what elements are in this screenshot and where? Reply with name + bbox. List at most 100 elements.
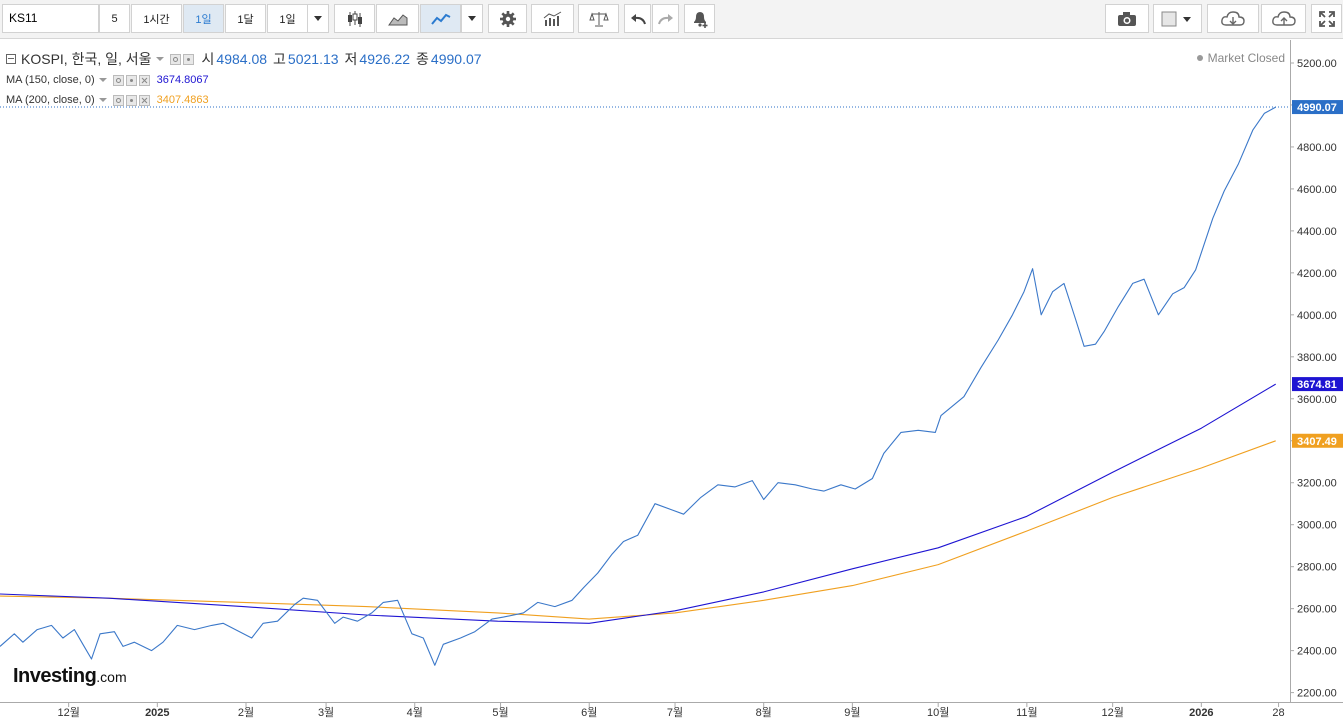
y-tick-label: 3600.00 [1297,394,1337,406]
layout-button[interactable] [1153,4,1202,33]
low-value: 4926.22 [359,51,411,67]
visibility-icon[interactable] [169,53,181,65]
ma150-legend: MA (150, close, 0) 3674.8067 [6,72,209,88]
settings-icon[interactable] [125,74,137,86]
candlestick-button[interactable] [334,4,375,33]
ma200-value: 3407.4863 [156,94,209,106]
range-1d-button[interactable]: 1일 [267,4,308,33]
high-value: 5021.13 [287,51,339,67]
close-icon[interactable] [138,74,150,86]
line-chart-button[interactable] [420,4,461,33]
y-tick-label: 2600.00 [1297,604,1337,616]
instrument-name: KOSPI, 한국, 일, 서울 [21,51,152,67]
redo-button[interactable] [652,4,679,33]
cloud-download-icon [1221,10,1245,26]
x-tick-label: 9월 [844,706,860,719]
interval-1mo-button[interactable]: 1달 [225,4,266,33]
x-tick-label: 2025 [145,707,169,719]
candlestick-icon [347,10,362,27]
symbol-input[interactable]: KS11 [2,4,99,33]
chart-type-dropdown-button[interactable] [461,4,483,33]
fullscreen-icon [1318,10,1335,27]
settings-icon[interactable] [182,53,194,65]
price-series-line [0,106,1276,666]
camera-icon [1118,11,1136,26]
ma150-series-line [0,383,1276,624]
scale-icon [588,11,609,26]
indicators-button[interactable] [531,4,574,33]
x-tick-label: 11월 [1016,706,1038,719]
ma200-series-line [0,440,1276,620]
close-price-badge-label: 4990.07 [1297,102,1337,114]
main-legend: KOSPI, 한국, 일, 서울 시 4984.08 고 5021.13 저 4… [6,49,482,69]
visibility-icon[interactable] [112,74,124,86]
price-chart[interactable]: 5200.005000.004800.004600.004400.004200.… [0,40,1343,720]
undo-icon [630,13,646,24]
y-tick-label: 4200.00 [1297,268,1337,280]
close-label: 종 [416,51,429,67]
undo-button[interactable] [624,4,651,33]
bell-plus-icon [693,11,707,28]
settings-icon[interactable] [125,94,137,106]
market-status-text: Market Closed [1207,51,1285,65]
chevron-down-icon [314,16,322,21]
x-tick-label: 28 [1272,707,1284,719]
chevron-down-icon[interactable] [155,57,164,61]
x-tick-label: 12월 [57,706,79,719]
market-status: Market Closed [1196,51,1285,65]
ma150-value: 3674.8067 [156,74,209,86]
x-tick-label: 2026 [1189,707,1213,719]
x-tick-label: 4월 [407,706,423,719]
redo-icon [657,13,673,24]
x-tick-label: 2월 [238,706,254,719]
chevron-down-icon[interactable] [98,98,107,102]
layout-square-icon [1161,11,1191,26]
save-layout-button[interactable] [1261,4,1306,33]
high-label: 고 [273,51,286,67]
y-tick-label: 3200.00 [1297,478,1337,490]
open-label: 시 [201,51,215,67]
interval-dropdown-button[interactable] [307,4,329,33]
interval-5-button[interactable]: 5 [99,4,130,33]
x-tick-label: 8월 [756,706,772,719]
area-chart-icon [387,13,407,25]
low-label: 저 [344,51,358,67]
y-tick-label: 4600.00 [1297,184,1337,196]
close-price-badge [1292,100,1343,115]
indicators-icon [543,11,561,26]
close-value: 4990.07 [430,51,482,67]
ma200-legend: MA (200, close, 0) 3407.4863 [6,92,209,108]
fullscreen-button[interactable] [1311,4,1342,33]
chevron-down-icon[interactable] [98,78,107,82]
interval-1h-button[interactable]: 1시간 [131,4,182,33]
x-tick-label: 10월 [927,706,949,719]
y-tick-label: 3800.00 [1297,352,1337,364]
chart-toolbar: KS11 5 1시간 1일 1달 1일 [0,0,1343,39]
alert-button[interactable] [684,4,715,33]
ma200-badge-label: 3407.49 [1297,436,1337,448]
settings-button[interactable] [488,4,527,33]
ma150-badge [1292,377,1343,392]
x-tick-label: 6월 [581,706,597,719]
open-value: 4984.08 [216,51,268,67]
ma200-badge [1292,433,1343,448]
y-tick-label: 2400.00 [1297,646,1337,658]
load-layout-button[interactable] [1207,4,1259,33]
screenshot-button[interactable] [1105,4,1149,33]
compare-button[interactable] [578,4,619,33]
y-tick-label: 5200.00 [1297,58,1337,70]
x-tick-label: 5월 [492,706,508,719]
visibility-icon[interactable] [112,94,124,106]
logo-text: Investing [13,665,97,687]
interval-1d-button[interactable]: 1일 [183,4,224,33]
area-chart-button[interactable] [376,4,419,33]
status-dot-icon [1196,55,1203,61]
y-tick-label: 4400.00 [1297,226,1337,238]
x-tick-label: 3월 [318,706,334,719]
y-tick-label: 2800.00 [1297,562,1337,574]
line-chart-icon [430,13,450,25]
collapse-icon[interactable] [6,54,16,64]
y-tick-label: 3000.00 [1297,520,1337,532]
close-icon[interactable] [138,94,150,106]
x-tick-label: 7월 [667,706,683,719]
